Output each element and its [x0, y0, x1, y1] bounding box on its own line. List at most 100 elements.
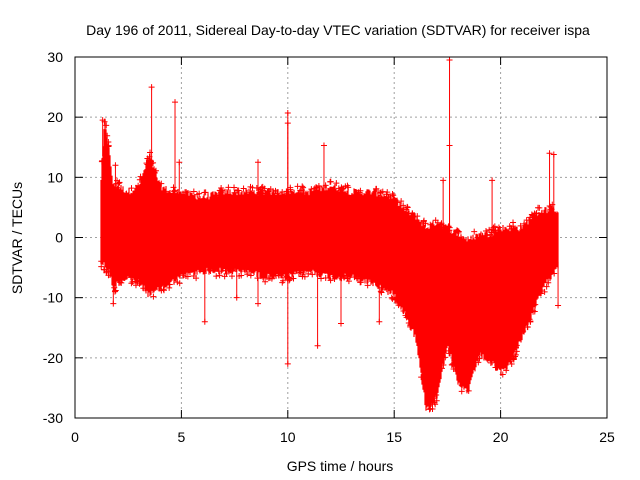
data-point — [433, 392, 440, 399]
data-point — [262, 278, 269, 285]
data-point — [176, 280, 183, 287]
data-point — [513, 342, 520, 349]
data-point — [166, 281, 173, 288]
data-point — [166, 284, 173, 291]
data-point — [300, 184, 307, 191]
data-point — [111, 284, 118, 291]
data-point — [550, 209, 557, 216]
data-point — [474, 234, 481, 241]
data-point — [484, 356, 491, 363]
data-point — [155, 283, 162, 290]
data-point — [116, 179, 123, 186]
data-point — [322, 275, 329, 282]
data-point — [533, 210, 540, 217]
data-point — [410, 213, 417, 220]
data-point — [140, 285, 147, 292]
data-point — [260, 274, 267, 281]
data-point — [299, 183, 306, 190]
data-point — [231, 184, 238, 191]
y-tick-label: -30 — [43, 410, 63, 426]
data-point — [531, 308, 538, 315]
data-point — [287, 186, 294, 193]
data-point — [479, 233, 486, 240]
y-axis-label: SDTVAR / TECUs — [9, 182, 25, 294]
data-point — [440, 362, 447, 369]
data-point — [547, 270, 554, 277]
data-point — [262, 190, 269, 197]
data-point — [400, 308, 407, 315]
data-point — [419, 223, 426, 230]
data-point — [196, 266, 203, 273]
axis-ticks: 0 5 10 15 20 25 -30 -20 -10 0 10 20 30 — [43, 49, 615, 445]
data-point — [228, 273, 235, 280]
x-axis-label: GPS time / hours — [287, 458, 394, 474]
x-tick-label: 0 — [71, 429, 79, 445]
data-point — [388, 294, 395, 301]
data-point — [423, 228, 430, 235]
data-point — [98, 258, 105, 265]
data-point — [278, 272, 285, 279]
data-point — [215, 268, 222, 275]
data-point — [225, 184, 232, 191]
data-point — [143, 160, 150, 167]
data-point — [458, 388, 465, 395]
data-point — [476, 355, 483, 362]
data-point — [340, 189, 347, 196]
data-point — [105, 272, 112, 279]
y-tick-label: -10 — [43, 290, 63, 306]
data-point — [234, 187, 241, 194]
data-point — [243, 265, 250, 272]
data-point — [353, 275, 360, 282]
data-point — [313, 184, 320, 191]
data-point — [212, 265, 219, 272]
data-point — [200, 197, 207, 204]
data-point — [503, 367, 510, 374]
y-tick-label: 20 — [47, 109, 63, 125]
data-point — [389, 191, 396, 198]
x-tick-label: 20 — [493, 429, 509, 445]
data-point — [541, 288, 548, 295]
y-tick-label: 10 — [47, 169, 63, 185]
data-point — [196, 190, 203, 197]
data-point — [242, 264, 249, 271]
data-point — [357, 279, 364, 286]
data-point — [273, 190, 280, 197]
data-point — [261, 271, 268, 278]
data-point — [247, 183, 254, 190]
data-point — [151, 169, 158, 176]
data-point — [229, 267, 236, 274]
data-point — [190, 188, 197, 195]
data-point — [134, 277, 141, 284]
data-point — [476, 348, 483, 355]
data-point — [327, 178, 334, 185]
data-point — [432, 217, 439, 224]
data-point — [128, 280, 135, 287]
data-point — [503, 227, 510, 234]
data-point — [117, 279, 124, 286]
data-point — [272, 187, 279, 194]
data-point — [383, 286, 390, 293]
data-point — [512, 353, 519, 360]
data-point — [243, 266, 250, 273]
data-point — [366, 192, 373, 199]
data-point — [176, 192, 183, 199]
data-point — [528, 211, 535, 218]
data-point — [103, 122, 110, 129]
y-tick-label: 30 — [47, 49, 63, 65]
data-point — [391, 296, 398, 303]
data-point — [117, 187, 124, 194]
data-point — [373, 185, 380, 192]
data-point — [309, 271, 316, 278]
data-point — [171, 188, 178, 195]
data-point — [537, 290, 544, 297]
data-point — [398, 198, 405, 205]
data-point — [372, 279, 379, 286]
data-point — [136, 176, 143, 183]
data-point — [395, 302, 402, 309]
data-point — [104, 132, 111, 139]
data-point — [409, 210, 416, 217]
data-point — [460, 236, 467, 243]
y-tick-label: 0 — [55, 230, 63, 246]
data-point — [147, 149, 154, 156]
